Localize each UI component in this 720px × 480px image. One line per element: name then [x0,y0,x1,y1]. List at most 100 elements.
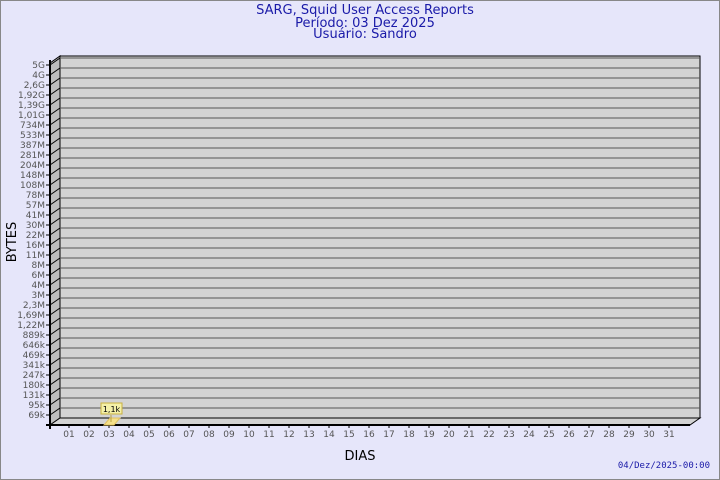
y-tick-diagonal [49,377,61,386]
y-tick-label: 387M [20,141,45,151]
x-tick-label: 15 [343,430,354,440]
x-tick-label: 30 [643,430,655,440]
y-tick-label: 6M [32,271,46,281]
back-wall [59,55,701,419]
y-tick-label: 22M [26,231,45,241]
chart-user: Usuário: Sandro [313,27,417,42]
y-tick-diagonal [49,327,61,336]
y-tick-diagonal [49,187,61,196]
y-tick-label: 4M [32,281,46,291]
y-tick-diagonal [49,197,61,206]
x-tick-label: 01 [63,430,74,440]
y-tick-diagonal [49,407,61,416]
y-tick-label: 3M [32,291,46,301]
y-tick-label: 57M [26,201,45,211]
y-tick-label: 2,6G [24,81,45,91]
y-tick-label: 69k [28,411,45,421]
y-tick-diagonal [49,337,61,346]
y-tick-diagonal [49,57,61,66]
x-tick-label: 12 [283,430,294,440]
y-tick-diagonal [49,87,61,96]
y-tick-diagonal [49,137,61,146]
chart-title: SARG, Squid User Access Reports [256,3,474,18]
y-tick-label: 281M [20,151,45,161]
x-tick-label: 25 [543,430,554,440]
y-tick-diagonal [49,347,61,356]
y-tick-diagonal [49,297,61,306]
x-tick-label: 06 [163,430,175,440]
x-tick-label: 21 [463,430,474,440]
x-tick-label: 27 [583,430,594,440]
y-tick-diagonal [49,237,61,246]
y-axis-label: BYTES [5,222,20,263]
y-tick-label: 646k [23,341,46,351]
y-tick-diagonal [49,77,61,86]
x-axis-label: DIAS [345,449,376,464]
y-tick-diagonal [49,397,61,406]
y-tick-label: 1,39G [18,101,45,111]
y-tick-diagonal [49,117,61,126]
y-tick-label: 131k [23,391,46,401]
data-label-box [100,402,123,415]
y-tick-label: 533M [20,131,45,141]
x-tick-label: 03 [103,430,114,440]
y-tick-diagonal [49,257,61,266]
bar-day-03 [102,417,122,426]
x-tick-label: 17 [383,430,394,440]
y-tick-label: 78M [26,191,45,201]
y-tick-diagonal [49,227,61,236]
x-tick-label: 04 [123,430,135,440]
y-tick-label: 1,69M [17,311,45,321]
y-tick-diagonal [49,217,61,226]
y-tick-label: 2,3M [23,301,45,311]
x-tick-label: 05 [143,430,154,440]
y-tick-label: 95k [28,401,45,411]
x-tick-label: 16 [363,430,375,440]
x-tick-label: 19 [423,430,435,440]
y-tick-diagonal [49,357,61,366]
y-tick-label: 1,01G [18,111,45,121]
timestamp: 04/Dez/2025-00:00 [617,461,710,471]
y-tick-label: 16M [26,241,45,251]
x-tick-label: 08 [203,430,215,440]
y-tick-label: 148M [20,171,45,181]
data-label: 1,1k [103,405,121,414]
y-tick-label: 734M [20,121,45,131]
y-tick-diagonal [49,277,61,286]
floor [48,417,702,426]
y-tick-diagonal [49,367,61,376]
y-tick-diagonal [49,67,61,76]
x-tick-label: 09 [223,430,235,440]
x-tick-label: 10 [243,430,255,440]
y-tick-label: 180k [23,381,46,391]
y-tick-label: 8M [32,261,46,271]
x-tick-label: 31 [663,430,674,440]
y-tick-label: 5G [32,61,45,71]
y-tick-diagonal [49,97,61,106]
x-tick-label: 20 [443,430,455,440]
y-tick-diagonal [49,127,61,136]
x-tick-label: 29 [623,430,635,440]
x-tick-label: 14 [323,430,335,440]
y-tick-diagonal [49,317,61,326]
x-tick-label: 24 [523,430,535,440]
y-tick-diagonal [49,267,61,276]
x-tick-label: 26 [563,430,575,440]
chart-period: Período: 03 Dez 2025 [295,16,435,31]
y-tick-diagonal [49,387,61,396]
y-tick-diagonal [49,207,61,216]
y-tick-diagonal [49,307,61,316]
y-tick-label: 204M [20,161,45,171]
y-tick-label: 108M [20,181,45,191]
y-tick-diagonal [49,287,61,296]
y-tick-label: 11M [26,251,45,261]
y-tick-label: 341k [23,361,46,371]
y-tick-diagonal [49,167,61,176]
y-tick-diagonal [49,147,61,156]
y-tick-diagonal [49,177,61,186]
y-tick-label: 469k [23,351,46,361]
y-tick-diagonal [49,247,61,256]
y-tick-label: 247k [23,371,46,381]
x-tick-label: 11 [263,430,274,440]
